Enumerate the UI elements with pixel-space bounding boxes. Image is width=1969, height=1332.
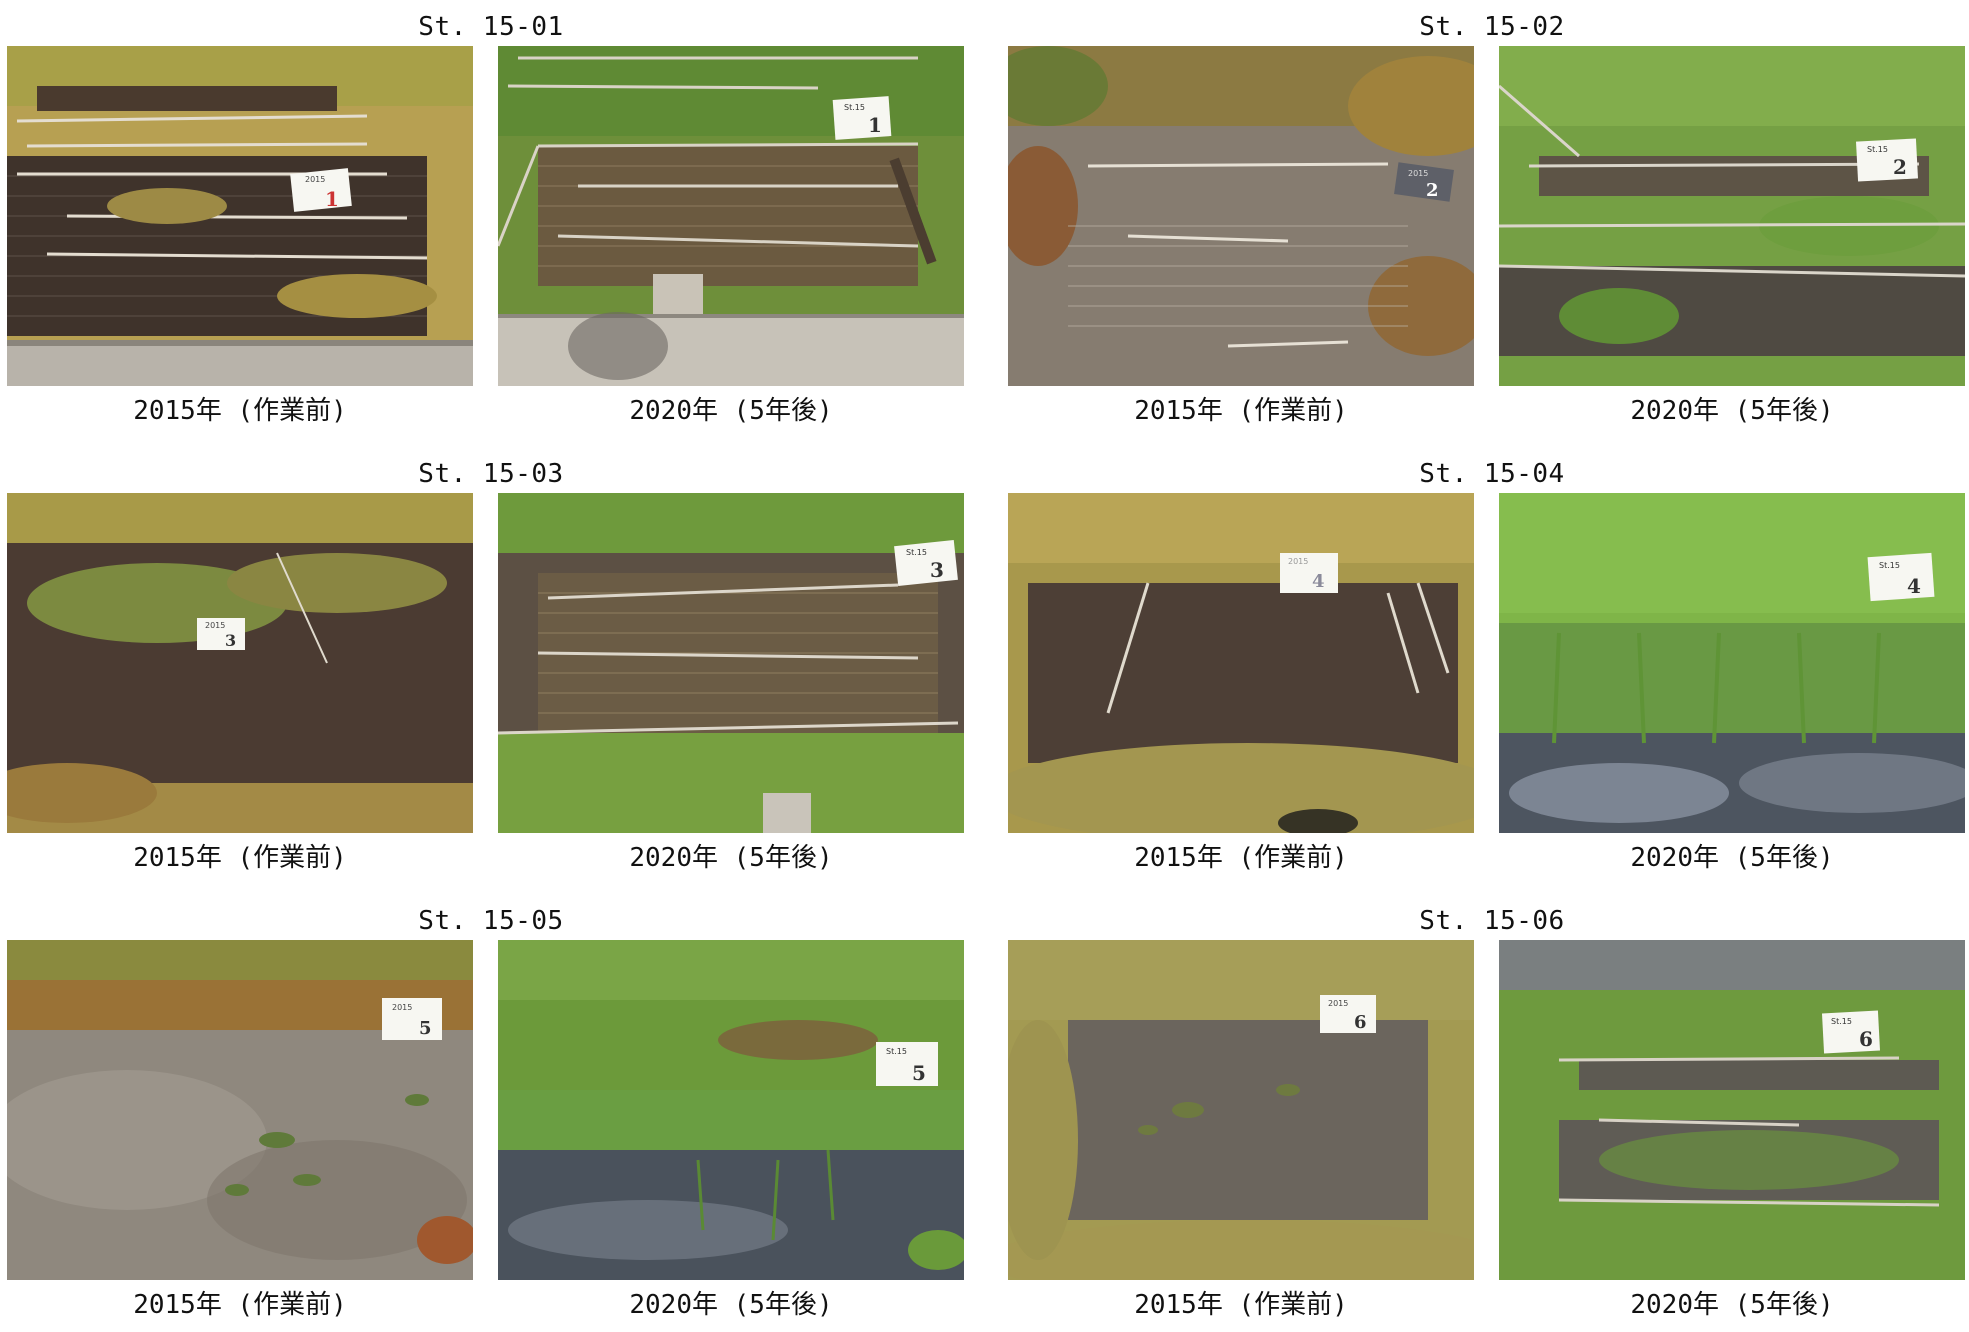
photo-st15-04-2020: St.15 4 (1499, 493, 1965, 833)
caption-after: 2020年 (5年後) (1630, 843, 1834, 873)
sign-number: 2 (1893, 155, 1907, 179)
station-15-02: St. 15-02 2015 2 (1008, 8, 1969, 438)
photo-st15-05-2015: 2015 5 (7, 940, 473, 1280)
station-title: St. 15-01 (418, 12, 564, 42)
sign-number: 5 (419, 1018, 432, 1039)
sign-year-label: 2015 (392, 1003, 412, 1012)
station-title: St. 15-04 (1419, 459, 1565, 489)
sign-number: 4 (1312, 571, 1325, 592)
sign-number: 6 (1859, 1027, 1873, 1051)
sign-number: 3 (930, 558, 944, 582)
photo-before: 2015 6 (1008, 940, 1474, 1280)
sign-station-label: St.15 (1879, 561, 1900, 570)
sign-number: 3 (225, 631, 236, 650)
sign-year-label: 2015 (305, 175, 325, 184)
caption-after: 2020年 (5年後) (629, 1290, 833, 1320)
station-15-05: St. 15-05 2015 5 (7, 902, 975, 1332)
photo-after: St.15 5 (498, 940, 964, 1280)
photo-after: St.15 3 (498, 493, 964, 833)
photo-st15-02-2020: St.15 2 (1499, 46, 1965, 386)
photo-st15-04-2015: 2015 4 (1008, 493, 1474, 833)
photo-st15-01-2015: 2015 1 (7, 46, 473, 386)
photo-before: 2015 2 (1008, 46, 1474, 386)
station-15-06: St. 15-06 2015 6 (1008, 902, 1969, 1332)
caption-before: 2015年 (作業前) (1134, 396, 1348, 426)
sign-number: 1 (868, 113, 882, 137)
station-15-04: St. 15-04 2015 4 (1008, 455, 1969, 885)
photo-after: St.15 1 (498, 46, 964, 386)
photo-before: 2015 1 (7, 46, 473, 386)
photo-before: 2015 4 (1008, 493, 1474, 833)
photo-before: 2015 5 (7, 940, 473, 1280)
sign-station-label: St.15 (1831, 1017, 1852, 1026)
sign-number: 6 (1354, 1012, 1367, 1033)
photo-st15-06-2020: St.15 6 (1499, 940, 1965, 1280)
station-title: St. 15-03 (418, 459, 564, 489)
station-title: St. 15-05 (418, 906, 564, 936)
sign-year-label: 2015 (205, 621, 225, 630)
photo-st15-03-2020: St.15 3 (498, 493, 964, 833)
caption-after: 2020年 (5年後) (629, 843, 833, 873)
sign-number: 1 (325, 187, 339, 211)
sign-year-label: 2015 (1408, 169, 1428, 178)
caption-after: 2020年 (5年後) (1630, 396, 1834, 426)
caption-before: 2015年 (作業前) (1134, 843, 1348, 873)
photo-after: St.15 2 (1499, 46, 1965, 386)
station-15-03: St. 15-03 2015 3 (7, 455, 975, 885)
sign-station-label: St.15 (886, 1047, 907, 1056)
sign-year-label: 2015 (1328, 999, 1348, 1008)
photo-st15-05-2020: St.15 5 (498, 940, 964, 1280)
caption-before: 2015年 (作業前) (133, 843, 347, 873)
sign-number: 2 (1426, 180, 1439, 201)
photo-st15-06-2015: 2015 6 (1008, 940, 1474, 1280)
caption-after: 2020年 (5年後) (629, 396, 833, 426)
caption-before: 2015年 (作業前) (133, 1290, 347, 1320)
photo-st15-01-2020: St.15 1 (498, 46, 964, 386)
sign-year-label: 2015 (1288, 557, 1308, 566)
photo-after: St.15 6 (1499, 940, 1965, 1280)
sign-number: 4 (1907, 574, 1921, 598)
photo-after: St.15 4 (1499, 493, 1965, 833)
sign-station-label: St.15 (1867, 145, 1888, 154)
sign-number: 5 (912, 1061, 926, 1085)
caption-after: 2020年 (5年後) (1630, 1290, 1834, 1320)
station-15-01: St. 15-01 2015 1 (7, 8, 975, 438)
sign-station-label: St.15 (844, 103, 865, 112)
station-title: St. 15-06 (1419, 906, 1565, 936)
photo-st15-02-2015: 2015 2 (1008, 46, 1474, 386)
station-title: St. 15-02 (1419, 12, 1565, 42)
sign-station-label: St.15 (906, 548, 927, 557)
caption-before: 2015年 (作業前) (1134, 1290, 1348, 1320)
photo-st15-03-2015: 2015 3 (7, 493, 473, 833)
caption-before: 2015年 (作業前) (133, 396, 347, 426)
photo-before: 2015 3 (7, 493, 473, 833)
